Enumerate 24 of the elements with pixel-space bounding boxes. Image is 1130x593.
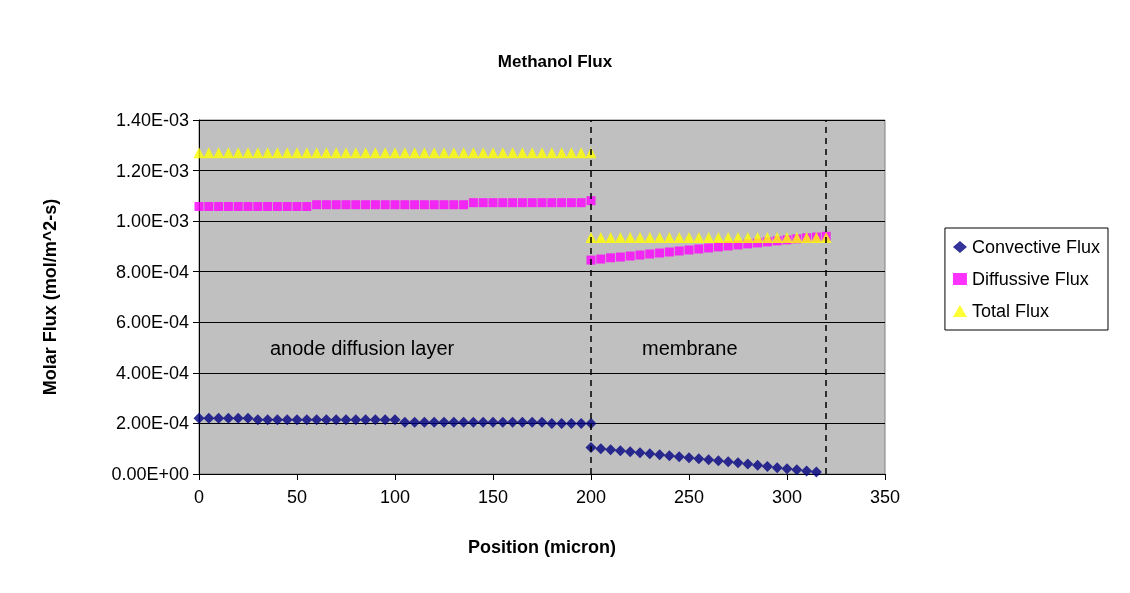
x-tick-label: 300 bbox=[771, 487, 803, 507]
annotation: anode diffusion layer bbox=[270, 337, 455, 359]
y-axis-title: Molar Flux (mol/m^2-s) bbox=[40, 198, 60, 396]
chart-title: Methanol Flux bbox=[497, 52, 613, 71]
x-axis-title: Position (micron) bbox=[468, 537, 616, 557]
x-tick-label: 200 bbox=[575, 487, 607, 507]
x-tick-label: 50 bbox=[286, 487, 308, 507]
annotation: membrane bbox=[642, 337, 738, 359]
y-tick-label: 4.00E-04 bbox=[115, 362, 189, 383]
legend-label: Total Flux bbox=[971, 301, 1049, 321]
y-tick-label: 1.40E-03 bbox=[115, 110, 189, 130]
x-tick-label: 150 bbox=[477, 487, 509, 507]
y-tick-label: 0.00E+00 bbox=[111, 464, 189, 484]
legend-label: Diffussive Flux bbox=[971, 269, 1089, 289]
x-tick-label: 100 bbox=[379, 487, 411, 507]
x-tick-label: 0 bbox=[193, 487, 205, 507]
y-tick-label: 1.00E-03 bbox=[115, 211, 189, 232]
y-tick-label: 2.00E-04 bbox=[115, 413, 189, 434]
legend-label: Convective Flux bbox=[971, 237, 1101, 257]
y-tick-label: 8.00E-04 bbox=[115, 261, 189, 282]
y-tick-label: 6.00E-04 bbox=[115, 312, 189, 333]
x-tick-label: 250 bbox=[673, 487, 705, 507]
x-tick-label: 350 bbox=[869, 487, 901, 507]
y-tick-label: 1.20E-03 bbox=[115, 160, 189, 181]
